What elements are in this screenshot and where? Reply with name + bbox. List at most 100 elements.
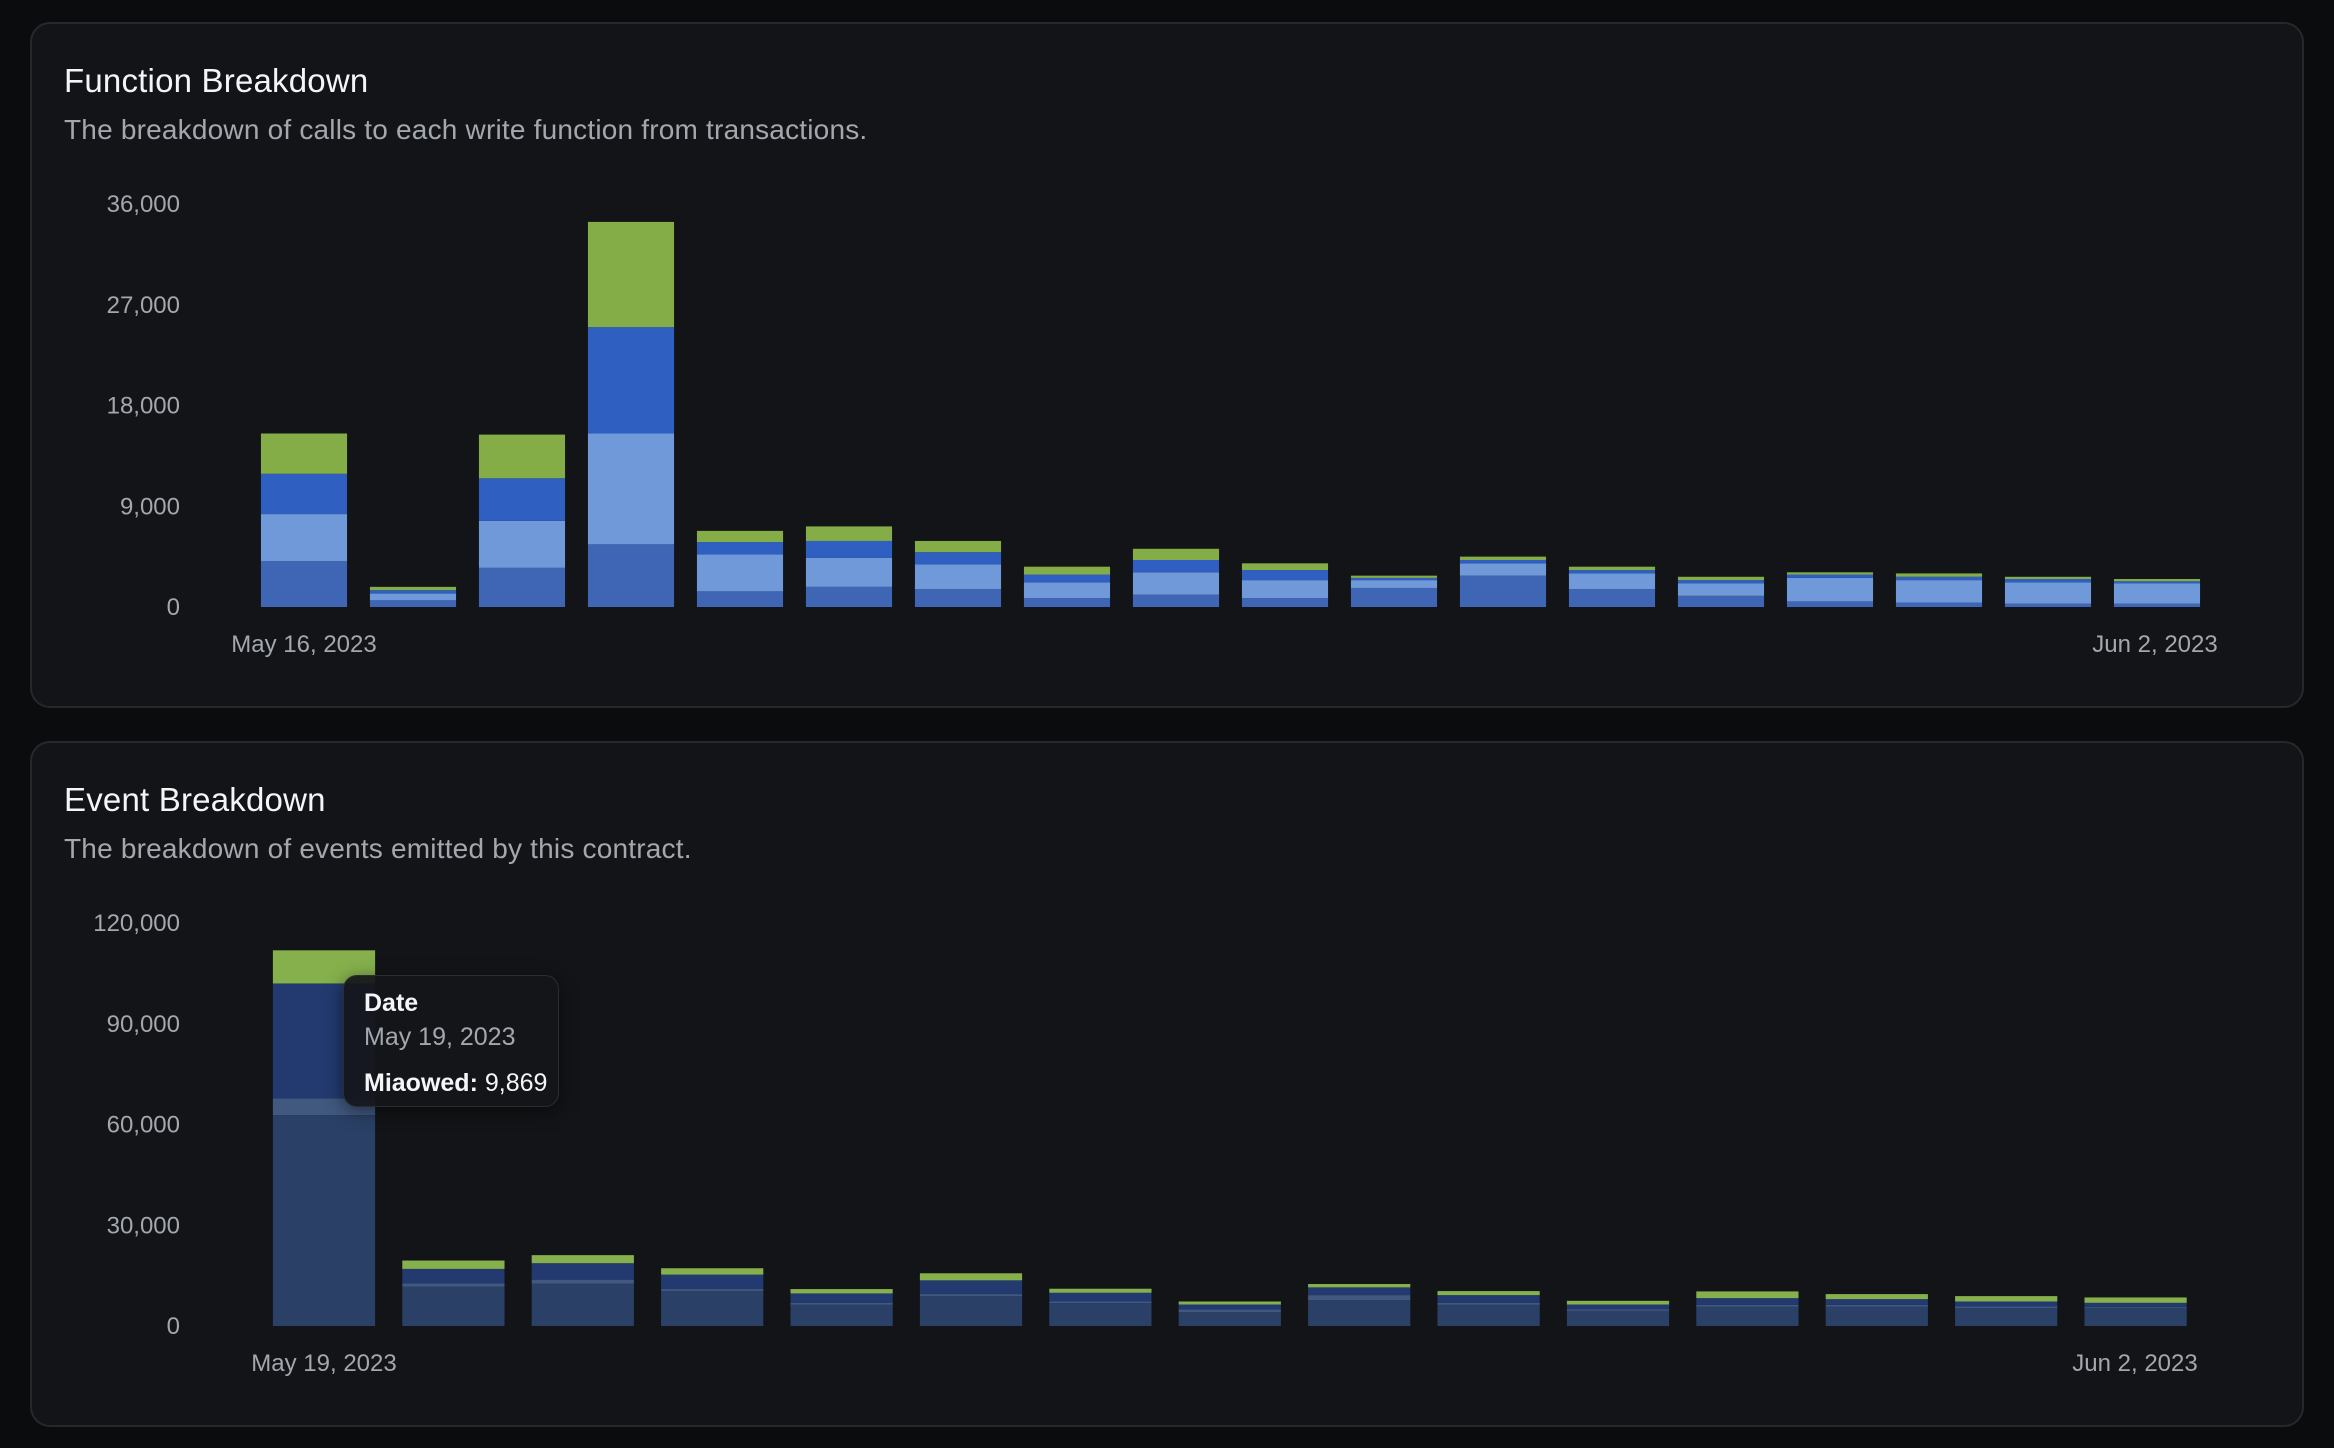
event-chart-bar-segment[interactable]	[531, 1255, 634, 1264]
event-chart-bar-segment[interactable]	[402, 1260, 505, 1269]
event-chart-bar-segment[interactable]	[1825, 1294, 1928, 1300]
event-chart-bar-segment[interactable]	[1049, 1301, 1152, 1304]
function-chart-bar-segment[interactable]	[805, 557, 893, 587]
event-chart-bar-segment[interactable]	[919, 1280, 1023, 1295]
function-chart-bar-segment[interactable]	[1786, 601, 1874, 607]
event-chart-bar-segment[interactable]	[661, 1291, 764, 1326]
event-chart-bar-segment[interactable]	[1178, 1309, 1281, 1313]
function-chart-bar-segment[interactable]	[805, 526, 893, 541]
function-chart-bar-segment[interactable]	[1568, 570, 1656, 574]
function-chart-bar-segment[interactable]	[1023, 566, 1111, 575]
function-chart-bar-segment[interactable]	[696, 530, 784, 543]
function-chart-bar-segment[interactable]	[1677, 583, 1765, 596]
function-chart-bar-segment[interactable]	[914, 540, 1002, 553]
event-chart-bar-segment[interactable]	[402, 1268, 505, 1284]
event-chart-bar-segment[interactable]	[661, 1274, 764, 1290]
function-chart-bar-segment[interactable]	[478, 567, 566, 607]
function-chart-bar-segment[interactable]	[1350, 577, 1438, 581]
event-chart-bar-segment[interactable]	[1825, 1299, 1928, 1305]
event-chart-bar-segment[interactable]	[661, 1289, 764, 1292]
event-chart-bar-segment[interactable]	[1955, 1306, 2058, 1309]
function-chart-bar-segment[interactable]	[914, 564, 1002, 590]
function-chart-bar-segment[interactable]	[587, 433, 675, 545]
function-chart-bar-segment[interactable]	[1023, 574, 1111, 583]
function-chart-bar-segment[interactable]	[1677, 595, 1765, 607]
function-chart-bar-segment[interactable]	[369, 586, 457, 591]
event-chart-bar-segment[interactable]	[402, 1283, 505, 1287]
event-chart-bar-segment[interactable]	[2084, 1307, 2187, 1326]
function-chart-bar-segment[interactable]	[1023, 582, 1111, 599]
function-chart-bar-segment[interactable]	[587, 327, 675, 434]
event-chart-bar-segment[interactable]	[1437, 1302, 1540, 1305]
event-chart-bar-segment[interactable]	[1566, 1300, 1670, 1305]
function-chart-bar-segment[interactable]	[2004, 579, 2092, 583]
event-chart-bar-segment[interactable]	[1308, 1300, 1411, 1326]
function-chart-bar-segment[interactable]	[260, 561, 348, 607]
event-chart-bar-segment[interactable]	[1696, 1291, 1799, 1299]
event-chart-bar-segment[interactable]	[2084, 1306, 2187, 1308]
function-chart-bar-segment[interactable]	[369, 600, 457, 607]
event-chart-bar-segment[interactable]	[1437, 1304, 1540, 1326]
function-chart-bar-segment[interactable]	[2113, 603, 2201, 607]
event-chart-bar-segment[interactable]	[1437, 1295, 1540, 1303]
event-chart-bar-segment[interactable]	[1566, 1309, 1670, 1311]
event-chart-bar-segment[interactable]	[531, 1279, 634, 1284]
function-chart-bar-segment[interactable]	[260, 433, 348, 474]
function-chart-bar-segment[interactable]	[1895, 576, 1983, 581]
function-chart-bar-segment[interactable]	[1895, 602, 1983, 607]
function-chart-bar-segment[interactable]	[1132, 594, 1220, 607]
event-chart-bar-segment[interactable]	[1825, 1306, 1928, 1326]
function-chart-bar-segment[interactable]	[1568, 566, 1656, 571]
event-chart-bar-segment[interactable]	[531, 1263, 634, 1280]
function-chart-bar-segment[interactable]	[1241, 580, 1329, 599]
event-chart-bar-segment[interactable]	[1049, 1288, 1152, 1293]
function-chart-bar-segment[interactable]	[1459, 559, 1547, 564]
function-chart-bar-segment[interactable]	[805, 540, 893, 558]
function-chart-bar-segment[interactable]	[914, 552, 1002, 565]
event-chart-bar-segment[interactable]	[2084, 1302, 2187, 1307]
function-chart-bar-segment[interactable]	[1677, 580, 1765, 584]
event-chart-bar-segment[interactable]	[1696, 1304, 1799, 1307]
event-chart-bar-segment[interactable]	[1437, 1291, 1540, 1296]
event-chart-bar-segment[interactable]	[1955, 1296, 2058, 1302]
function-chart-bar-segment[interactable]	[1568, 573, 1656, 590]
function-chart-bar-segment[interactable]	[587, 544, 675, 607]
event-chart-bar-segment[interactable]	[1825, 1304, 1928, 1307]
function-chart-bar-segment[interactable]	[1023, 598, 1111, 607]
event-chart-bar-segment[interactable]	[1696, 1298, 1799, 1305]
event-chart-bar-segment[interactable]	[1566, 1310, 1670, 1326]
event-chart-bar-segment[interactable]	[919, 1273, 1023, 1281]
event-chart-bar-segment[interactable]	[1696, 1306, 1799, 1326]
function-chart-bar-segment[interactable]	[2004, 576, 2092, 580]
function-chart-bar-segment[interactable]	[914, 589, 1002, 607]
function-chart-bar-segment[interactable]	[1786, 574, 1874, 578]
function-chart-bar-segment[interactable]	[1132, 559, 1220, 573]
function-chart-bar-segment[interactable]	[2004, 582, 2092, 604]
function-chart-bar-segment[interactable]	[805, 586, 893, 607]
function-chart-bar-segment[interactable]	[1568, 589, 1656, 607]
function-chart-bar-segment[interactable]	[1241, 598, 1329, 607]
function-chart-bar-segment[interactable]	[1786, 572, 1874, 575]
function-chart-bar-segment[interactable]	[696, 554, 784, 592]
function-chart-bar-segment[interactable]	[696, 542, 784, 555]
event-chart-bar-segment[interactable]	[2084, 1297, 2187, 1303]
function-chart-bar-segment[interactable]	[1132, 572, 1220, 595]
function-chart-bar-segment[interactable]	[260, 473, 348, 515]
event-chart-bar-segment[interactable]	[661, 1268, 764, 1275]
function-chart-bar-segment[interactable]	[1241, 570, 1329, 581]
function-chart-bar-segment[interactable]	[1241, 563, 1329, 571]
function-chart-bar-segment[interactable]	[2004, 603, 2092, 607]
function-chart-bar-segment[interactable]	[2113, 579, 2201, 582]
function-chart-bar-segment[interactable]	[1350, 580, 1438, 588]
function-chart-bar-segment[interactable]	[1895, 573, 1983, 577]
event-chart-bar-segment[interactable]	[1178, 1312, 1281, 1326]
event-chart-bar-segment[interactable]	[1049, 1303, 1152, 1326]
event-chart-bar-segment[interactable]	[272, 1115, 376, 1326]
event-chart-bar-segment[interactable]	[1566, 1304, 1670, 1310]
function-chart-bar-segment[interactable]	[1459, 563, 1547, 576]
function-chart-bar-segment[interactable]	[1132, 548, 1220, 560]
function-chart-bar-segment[interactable]	[369, 590, 457, 594]
function-chart-bar-segment[interactable]	[478, 478, 566, 521]
function-chart-bar-segment[interactable]	[1350, 587, 1438, 607]
event-chart-bar-segment[interactable]	[1955, 1308, 2058, 1326]
